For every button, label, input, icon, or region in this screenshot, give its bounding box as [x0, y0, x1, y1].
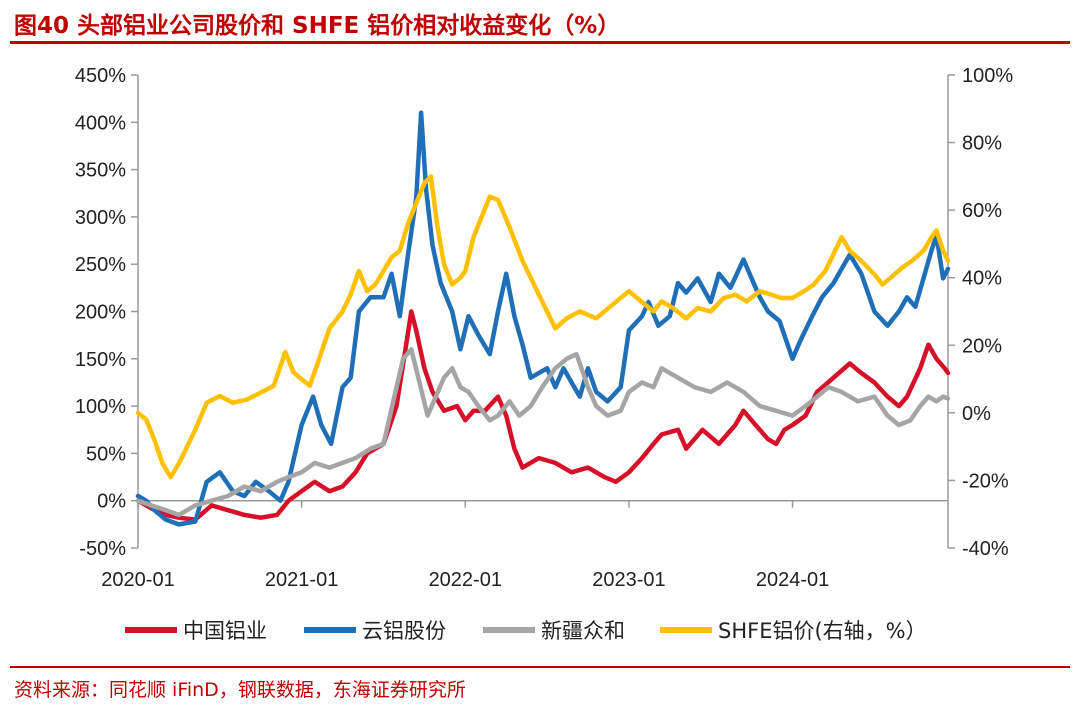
left-axis-tick-label: 100%: [75, 396, 126, 418]
left-axis-tick-label: -50%: [79, 538, 126, 560]
left-axis-tick-label: 250%: [75, 254, 126, 276]
x-axis-tick-label: 2020-01: [101, 569, 174, 591]
right-axis-tick-label: 60%: [962, 200, 1002, 222]
legend-label: 新疆众和: [541, 619, 625, 643]
x-axis-tick-label: 2021-01: [265, 569, 338, 591]
series-line-1: [135, 309, 951, 522]
legend: 中国铝业 云铝股份 新疆众和 SHFE铝价(右轴，%）: [125, 619, 927, 643]
right-axis-tick-label: 40%: [962, 268, 1002, 290]
left-axis-tick-label: 50%: [86, 443, 126, 465]
x-axis-tick-label: 2024-01: [756, 569, 829, 591]
left-axis-tick-label: 300%: [75, 207, 126, 229]
legend-label: SHFE铝价(右轴，%）: [718, 619, 927, 643]
right-axis-tick-label: 0%: [962, 403, 991, 425]
left-axis-tick-label: 200%: [75, 302, 126, 324]
legend-label: 中国铝业: [183, 619, 267, 643]
right-axis-tick-label: -40%: [962, 538, 1009, 560]
title-rule: [10, 41, 1070, 44]
right-axis-tick-label: 80%: [962, 133, 1002, 155]
right-axis-tick-label: 100%: [962, 65, 1013, 87]
right-axis-tick-label: -20%: [962, 470, 1009, 492]
source-note: 资料来源：同花顺 iFinD，钢联数据，东海证券研究所: [14, 679, 466, 701]
left-axis-tick-label: 150%: [75, 349, 126, 371]
series-line-2: [135, 110, 951, 527]
series-line-3: [135, 347, 951, 518]
legend-label: 云铝股份: [362, 619, 446, 643]
x-axis-tick-label: 2023-01: [592, 569, 665, 591]
left-axis-tick-label: 0%: [97, 491, 126, 513]
figure-title: 图40 头部铝业公司股价和 SHFE 铝价相对收益变化（%）: [14, 13, 621, 39]
right-axis-tick-label: 20%: [962, 335, 1002, 357]
left-axis-tick-label: 400%: [75, 112, 126, 134]
left-axis-tick-label: 450%: [75, 65, 126, 87]
series-line-4: [135, 174, 951, 480]
axes-group: -50% 0% 50% 100% 150% 200% 250% 300% 350% 400% 450…: [75, 65, 1014, 591]
series-layer: [135, 110, 951, 527]
source-rule: [10, 666, 1070, 668]
left-axis-tick-label: 350%: [75, 160, 126, 182]
x-axis-tick-label: 2022-01: [429, 569, 502, 591]
